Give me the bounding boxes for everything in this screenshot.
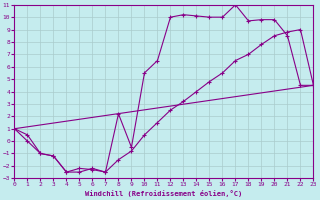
X-axis label: Windchill (Refroidissement éolien,°C): Windchill (Refroidissement éolien,°C) bbox=[85, 190, 243, 197]
